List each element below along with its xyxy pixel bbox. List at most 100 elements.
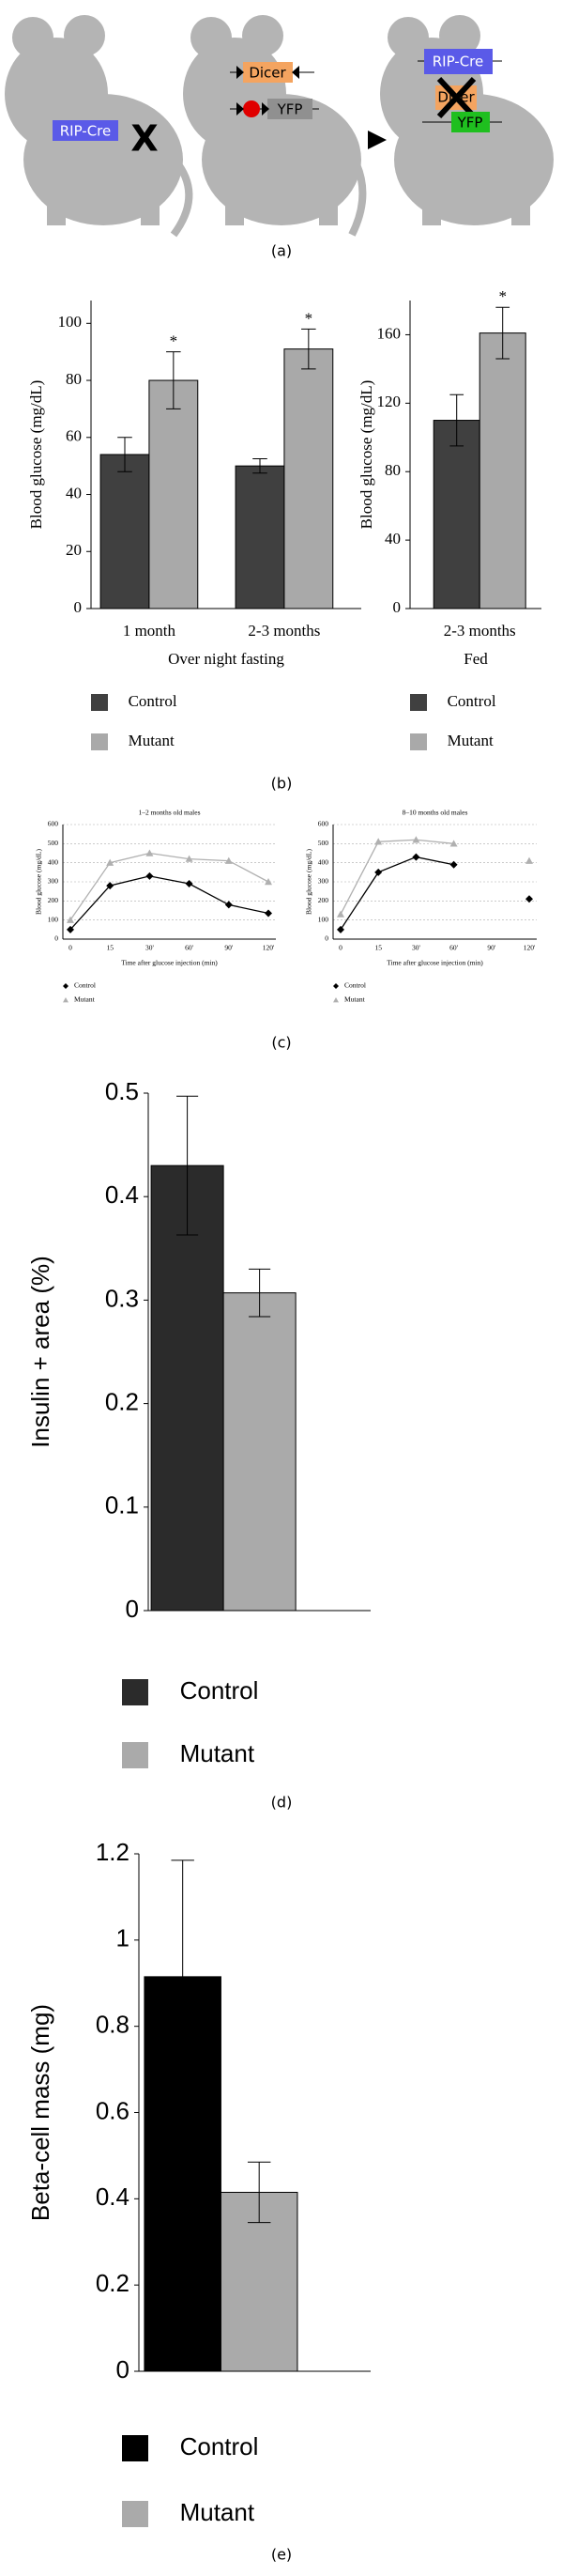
- y-tick-label: 0: [126, 1595, 139, 1623]
- legend-swatch: [122, 1679, 148, 1705]
- y-axis-label: Beta-cell mass (mg): [26, 2004, 54, 2221]
- y-tick-label: 100: [58, 313, 83, 331]
- gene-box: [53, 120, 118, 141]
- legend-label: Mutant: [180, 1739, 255, 1767]
- panel-label: (a): [271, 242, 292, 260]
- gene-label: YFP: [457, 115, 483, 131]
- y-tick-label: 0.2: [105, 1387, 139, 1415]
- panel-label: (c): [271, 1034, 291, 1052]
- y-tick-label: 300: [48, 877, 59, 886]
- point: [449, 860, 458, 869]
- y-tick-label: 200: [318, 896, 329, 904]
- point: [449, 840, 458, 847]
- error-bar: [449, 393, 464, 447]
- chart-title: 1–2 months old males: [138, 809, 200, 817]
- point: [185, 855, 193, 862]
- x-tick-label: 30': [145, 944, 155, 952]
- y-tick-label: 0.6: [96, 2096, 129, 2124]
- y-tick-label: 60: [66, 427, 82, 445]
- y-tick-label: 0.2: [96, 2269, 129, 2297]
- y-tick-label: 1.2: [96, 1838, 129, 1866]
- gene-box: [243, 62, 293, 83]
- point: [374, 838, 383, 845]
- point: [265, 878, 272, 886]
- diagram: RIP-Cre X Dicer YFP RIP-Cre Dice: [5, 15, 554, 260]
- point: [412, 853, 420, 861]
- y-tick-label: 300: [318, 877, 329, 886]
- point: [525, 856, 533, 864]
- mouse-silhouette: [183, 15, 367, 237]
- x-axis-label: Time after glucose injection (min): [387, 959, 483, 967]
- point: [224, 856, 233, 864]
- deletion-mark: [436, 76, 477, 119]
- point: [145, 849, 154, 856]
- y-tick-label: 200: [48, 896, 59, 904]
- line: [69, 852, 269, 921]
- point: [67, 916, 74, 923]
- loxp-site: [236, 102, 269, 116]
- y-axis-label: Blood glucose (mg/dL): [305, 849, 313, 915]
- x-tick-label: 30': [412, 944, 421, 952]
- point: [337, 925, 344, 933]
- chart: 0 20 40 60 80 100 Blood glucose (mg/dL) Over ni…: [27, 301, 361, 793]
- point: [525, 895, 533, 903]
- legend-label: Mutant: [448, 732, 494, 749]
- x-tick-label: 60': [449, 944, 459, 952]
- error-bar: [247, 2161, 271, 2224]
- x-tick-label: 2-3 months: [248, 622, 320, 640]
- chart: 0 100 200 300 400 500 600 Blood glucose (mg/dL)…: [35, 809, 292, 1052]
- y-tick-label: 0.1: [105, 1491, 139, 1519]
- x-tick-label: 1 month: [123, 622, 176, 640]
- y-tick-label: 100: [48, 915, 59, 923]
- line: [340, 839, 454, 915]
- bar: [479, 332, 526, 609]
- cross-symbol: X: [130, 118, 158, 160]
- gene-label: RIP-Cre: [433, 54, 484, 70]
- legend-marker: [63, 997, 68, 1003]
- legend-label: Mutant: [180, 2498, 255, 2526]
- legend-swatch: [91, 694, 108, 711]
- x-tick-label: 90': [224, 944, 234, 952]
- legend-label: Control: [180, 2432, 259, 2460]
- y-tick-label: 40: [385, 530, 401, 548]
- bar: [148, 379, 199, 609]
- legend-label: Mutant: [74, 995, 96, 1004]
- x-tick-label: 0: [339, 944, 342, 952]
- chart: 0 0.1 0.2 0.3 0.4 0.5 Insulin + area (%) Contro…: [26, 1077, 371, 1812]
- x-tick-label: 15: [106, 944, 114, 952]
- gene-label: Dicer: [249, 65, 286, 82]
- arrow: [368, 131, 387, 149]
- legend-label: Control: [180, 1676, 259, 1704]
- y-tick-label: 500: [318, 839, 329, 847]
- legend-label: Control: [448, 692, 496, 710]
- legend-marker: [333, 983, 339, 989]
- y-tick-label: 400: [48, 857, 59, 866]
- y-axis-label: Blood glucose (mg/dL): [358, 380, 375, 530]
- bar: [222, 1292, 297, 1612]
- legend-label: Mutant: [129, 732, 175, 749]
- y-tick-label: 1: [116, 1924, 129, 1952]
- chart-title: 8–10 months old males: [403, 809, 468, 817]
- panel-label: (e): [271, 2546, 292, 2564]
- error-bar: [249, 1268, 271, 1318]
- chart: 0 100 200 300 400 500 600 Blood glucose (mg/dL)…: [305, 809, 537, 1004]
- x-tick-label: 90': [487, 944, 496, 952]
- error-bar: [301, 328, 316, 370]
- significance-label: *: [305, 309, 313, 327]
- legend-swatch: [122, 2501, 148, 2527]
- y-tick-label: 20: [66, 541, 82, 559]
- error-bar: [252, 458, 267, 474]
- legend-label: Control: [74, 981, 96, 990]
- y-tick-label: 0.5: [105, 1077, 139, 1105]
- error-bar: [495, 306, 510, 360]
- x-axis-label: Fed: [464, 650, 488, 668]
- y-tick-label: 160: [377, 324, 402, 342]
- point: [374, 868, 383, 876]
- point: [224, 901, 233, 909]
- y-tick-label: 500: [48, 839, 59, 847]
- stop-cassette: [243, 100, 260, 117]
- y-tick-label: 0.8: [96, 2011, 129, 2039]
- significance-label: *: [170, 332, 178, 350]
- legend-swatch: [122, 2435, 148, 2461]
